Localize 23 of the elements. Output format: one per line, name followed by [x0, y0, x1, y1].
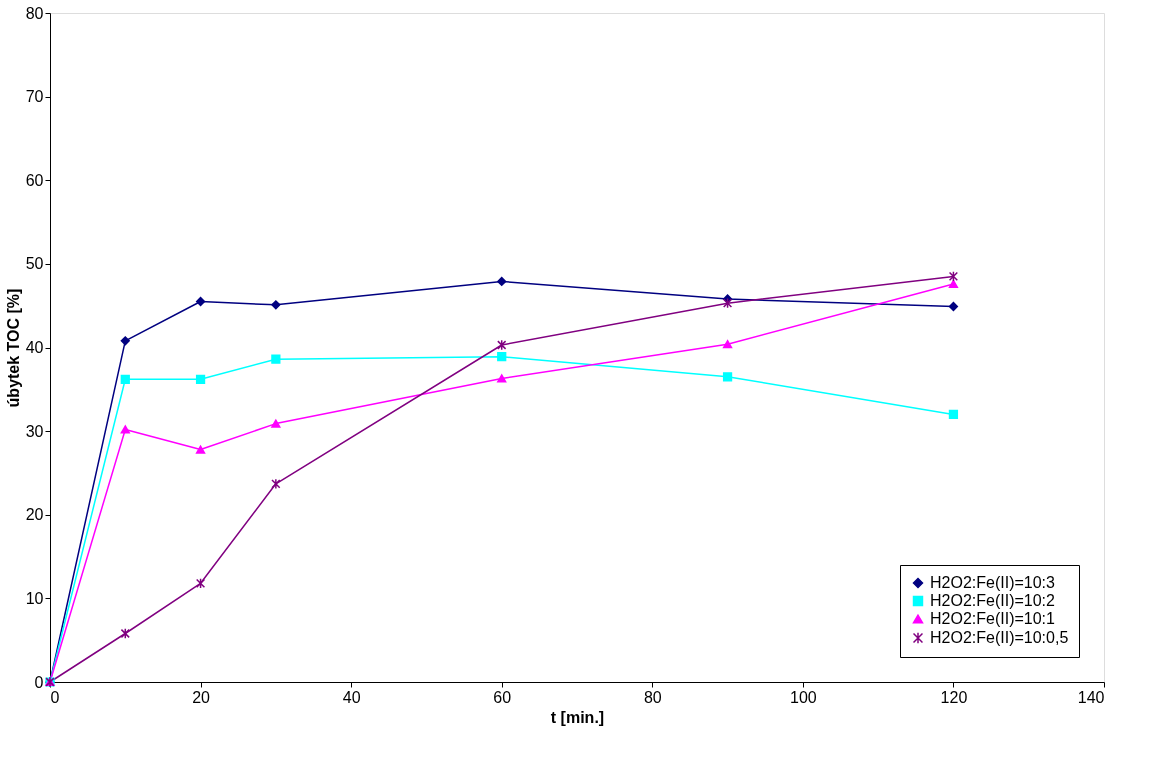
x-tick-label: 100	[790, 688, 817, 706]
x-tick-label: 0	[50, 688, 60, 706]
x-tick-label: 40	[342, 688, 361, 706]
legend-label: H2O2:Fe(II)=10:0,5	[930, 629, 1069, 646]
legend-label: H2O2:Fe(II)=10:1	[930, 610, 1056, 627]
x-tick-label: 80	[643, 688, 662, 706]
legend-label: H2O2:Fe(II)=10:2	[930, 592, 1056, 609]
y-axis-title: úbytek TOC [%]	[4, 288, 22, 408]
x-axis-title: t [min.]	[550, 708, 605, 726]
x-tick-label: 120	[940, 688, 968, 706]
y-tick-label: 30	[25, 422, 44, 440]
y-tick-label: 10	[25, 589, 44, 607]
legend-label: H2O2:Fe(II)=10:3	[930, 574, 1056, 591]
y-tick-label: 70	[25, 88, 44, 106]
x-tick-label: 20	[192, 688, 211, 706]
y-tick-label: 80	[25, 4, 44, 22]
y-tick-label: 0	[34, 673, 44, 691]
y-tick-label: 20	[25, 506, 44, 524]
y-tick-label: 50	[25, 255, 44, 273]
x-tick-label: 140	[1077, 688, 1105, 706]
y-tick-label: 40	[25, 339, 44, 356]
x-tick-label: 60	[493, 688, 512, 706]
y-tick-label: 60	[25, 171, 44, 189]
